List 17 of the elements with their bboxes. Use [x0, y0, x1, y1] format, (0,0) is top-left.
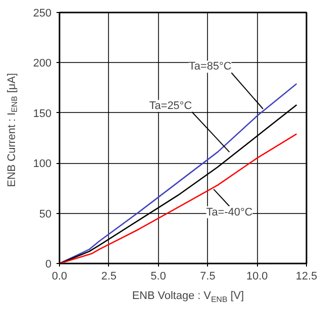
line-series [60, 133, 298, 264]
y-tick-label: 100 [33, 158, 52, 170]
y-tick-label: 200 [33, 58, 52, 70]
y-tick-label: 50 [39, 208, 52, 220]
x-tick-label: 2.5 [101, 270, 117, 282]
y-tick-label: 0 [45, 258, 52, 270]
x-tick-label: 7.5 [200, 270, 216, 282]
annotation: Ta=25°C [149, 100, 192, 112]
x-tick-label: 0.0 [52, 270, 68, 282]
annotation: Ta=-40°C [206, 206, 253, 218]
x-tick-label: 5.0 [150, 270, 166, 282]
x-axis-title: ENB Voltage : V$_{ENB}$ [V] [131, 289, 245, 306]
x-tick-label: 12.5 [296, 270, 318, 282]
x-tick-label: 10.0 [246, 270, 268, 282]
y-tick-label: 250 [33, 8, 52, 20]
y-tick-label: 150 [33, 108, 52, 120]
annotation: Ta=85°C [188, 60, 232, 73]
